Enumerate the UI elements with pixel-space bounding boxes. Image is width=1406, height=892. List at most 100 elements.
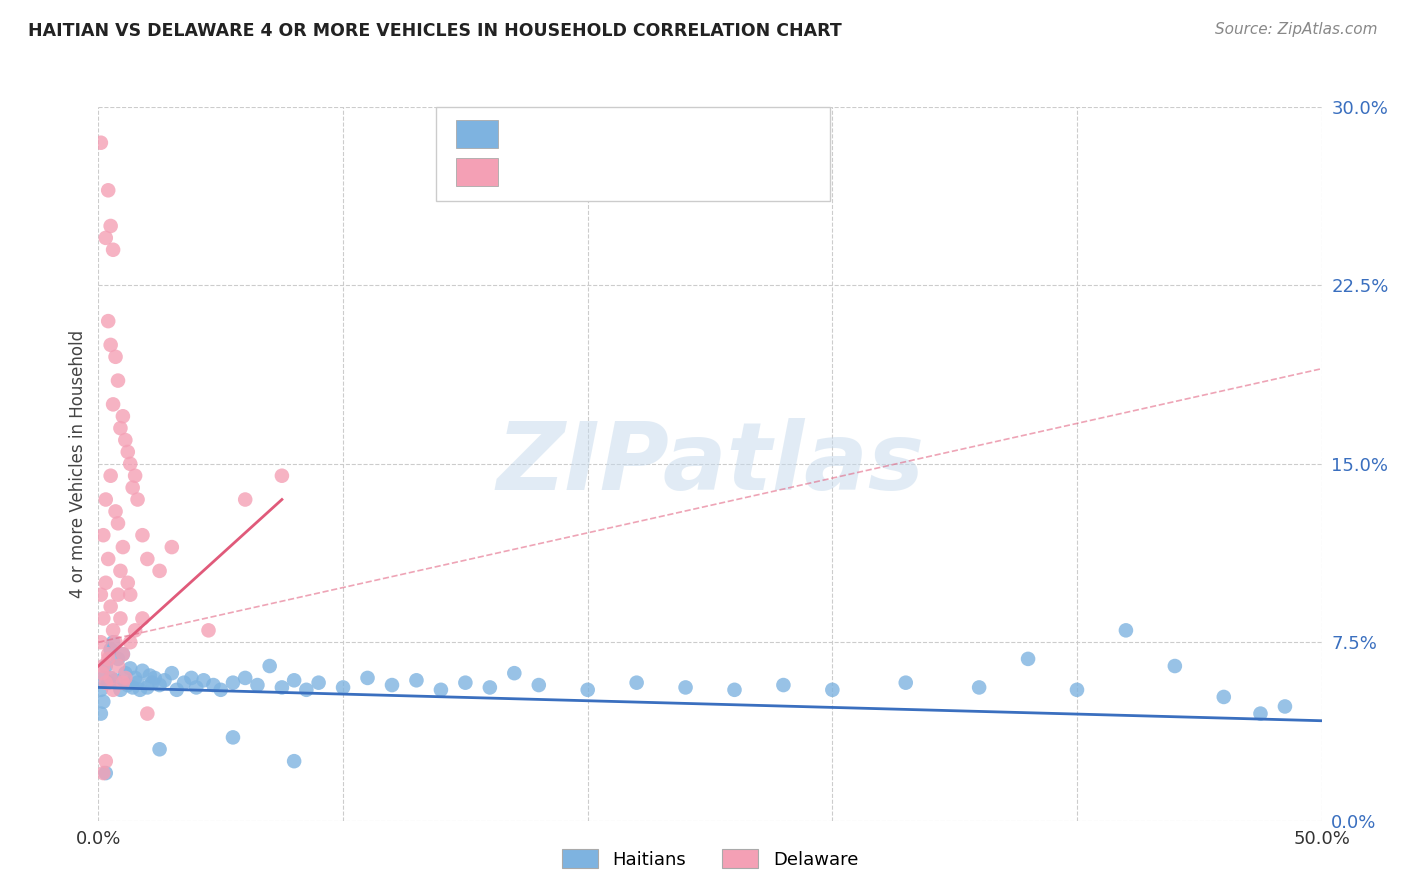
Point	[110, 682, 132, 697]
Point	[90, 588, 112, 602]
Point	[1274, 699, 1296, 714]
Text: R =: R =	[510, 120, 550, 137]
Point	[104, 673, 127, 688]
Point	[110, 611, 132, 625]
Point	[114, 671, 136, 685]
Point	[100, 219, 122, 233]
Point	[101, 243, 124, 257]
Point	[332, 681, 354, 695]
Point	[100, 599, 122, 614]
Point	[94, 766, 117, 780]
Point	[94, 231, 117, 245]
Point	[111, 540, 134, 554]
Point	[94, 754, 117, 768]
Point	[1250, 706, 1272, 721]
Point	[94, 675, 117, 690]
Point	[222, 731, 245, 745]
Point	[454, 675, 477, 690]
Point	[270, 468, 294, 483]
Point	[94, 575, 117, 590]
Point	[100, 338, 122, 352]
Point	[91, 766, 114, 780]
Point	[381, 678, 404, 692]
Point	[107, 588, 129, 602]
Point	[97, 183, 120, 197]
Point	[1212, 690, 1234, 704]
Point	[149, 742, 172, 756]
Point	[117, 445, 139, 459]
Point	[576, 682, 599, 697]
Point	[100, 671, 122, 685]
Point	[124, 624, 146, 638]
Point	[283, 673, 305, 688]
Point	[127, 675, 149, 690]
Point	[430, 682, 453, 697]
Point	[101, 624, 124, 638]
Text: -0.197: -0.197	[553, 120, 617, 137]
Point	[131, 528, 153, 542]
Point	[107, 659, 129, 673]
Point	[120, 635, 142, 649]
Point	[160, 666, 183, 681]
Point	[723, 682, 745, 697]
Point	[626, 675, 648, 690]
Point	[121, 681, 143, 695]
Point	[124, 671, 146, 685]
Text: N =: N =	[630, 158, 682, 176]
Point	[97, 314, 120, 328]
Point	[478, 681, 501, 695]
Point	[117, 678, 139, 692]
Text: 68: 68	[679, 120, 704, 137]
Text: N =: N =	[630, 120, 682, 137]
Point	[967, 681, 990, 695]
Point	[131, 611, 153, 625]
Point	[356, 671, 378, 685]
Point	[111, 675, 134, 690]
Point	[136, 706, 159, 721]
Point	[136, 552, 159, 566]
Point	[143, 671, 166, 685]
Text: Source: ZipAtlas.com: Source: ZipAtlas.com	[1215, 22, 1378, 37]
Point	[283, 754, 305, 768]
Point	[173, 675, 195, 690]
Point	[91, 666, 114, 681]
Point	[209, 682, 232, 697]
Point	[149, 564, 172, 578]
Point	[107, 374, 129, 388]
Point	[90, 635, 112, 649]
Point	[107, 652, 129, 666]
Point	[233, 492, 256, 507]
Point	[527, 678, 550, 692]
Point	[114, 433, 136, 447]
Point	[120, 661, 142, 675]
Point	[91, 671, 114, 685]
Y-axis label: 4 or more Vehicles in Household: 4 or more Vehicles in Household	[69, 330, 87, 598]
Point	[193, 673, 215, 688]
Point	[101, 682, 124, 697]
Point	[97, 652, 120, 666]
Point	[101, 635, 124, 649]
Point	[104, 350, 127, 364]
Point	[107, 516, 129, 531]
Point	[186, 681, 208, 695]
Point	[197, 624, 219, 638]
Point	[1066, 682, 1088, 697]
Point	[202, 678, 225, 692]
Point	[233, 671, 256, 685]
Point	[97, 675, 120, 690]
Point	[100, 642, 122, 657]
Point	[120, 457, 142, 471]
Point	[101, 397, 124, 411]
Point	[772, 678, 794, 692]
Point	[894, 675, 917, 690]
Point	[111, 647, 134, 661]
Text: HAITIAN VS DELAWARE 4 OR MORE VEHICLES IN HOUSEHOLD CORRELATION CHART: HAITIAN VS DELAWARE 4 OR MORE VEHICLES I…	[28, 22, 842, 40]
Point	[222, 675, 245, 690]
Point	[94, 492, 117, 507]
Point	[149, 678, 172, 692]
Point	[97, 552, 120, 566]
Point	[141, 675, 163, 690]
Point	[104, 635, 127, 649]
Point	[180, 671, 202, 685]
Point	[270, 681, 294, 695]
